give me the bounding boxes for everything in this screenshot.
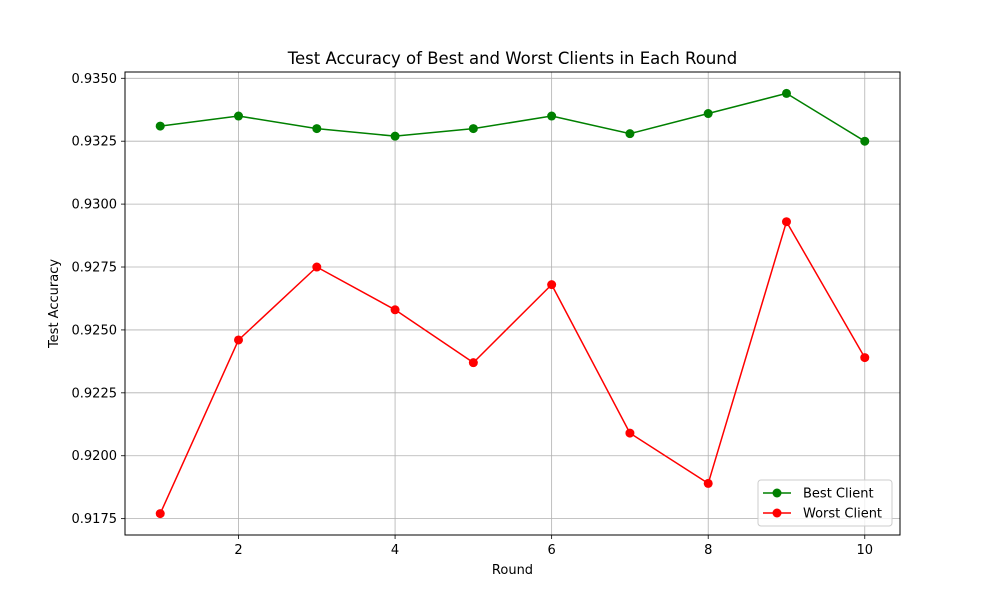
worst-client-point (703, 478, 713, 488)
best-client-point (781, 88, 791, 98)
worst-client-point (781, 217, 791, 227)
worst-client-line (159, 220, 866, 514)
y-axis-title: Test Accuracy (47, 259, 62, 349)
grid-lines (125, 72, 900, 535)
worst-client-point (155, 509, 165, 519)
y-tick-label: 0.9225 (72, 386, 118, 401)
x-axis-title: Round (492, 563, 533, 578)
worst-client-point (547, 280, 557, 290)
best-client-point (234, 111, 244, 121)
worst-client-point (234, 335, 244, 345)
best-client-point (312, 124, 322, 134)
y-tick-label: 0.9350 (72, 72, 118, 87)
y-tick-label: 0.9200 (72, 449, 118, 464)
legend-best-marker (772, 488, 782, 498)
chart-title: Test Accuracy of Best and Worst Clients … (287, 49, 737, 68)
best-client-point (390, 131, 400, 141)
y-tick-label: 0.9325 (72, 135, 118, 150)
x-tick-label: 6 (548, 543, 556, 558)
x-tick-label: 10 (856, 543, 873, 558)
worst-client-point (860, 353, 870, 363)
y-tick-label: 0.9250 (72, 323, 118, 338)
best-client-point (155, 121, 165, 131)
legend-best-label: Best Client (803, 487, 874, 502)
best-client-point (468, 124, 478, 134)
y-tick-label: 0.9175 (72, 512, 118, 527)
best-client-point (547, 111, 557, 121)
x-axis-ticks: 2 4 6 8 10 (234, 535, 873, 558)
x-tick-label: 2 (234, 543, 242, 558)
legend-box (757, 479, 893, 527)
x-tick-label: 4 (391, 543, 399, 558)
worst-client-point (390, 305, 400, 315)
best-client-point (703, 109, 713, 119)
series-layer (155, 88, 870, 519)
legend-worst-label: Worst Client (803, 507, 882, 522)
legend: Best Client Worst Client (757, 479, 893, 527)
legend-worst-marker (772, 508, 782, 518)
y-tick-label: 0.9300 (72, 198, 118, 213)
best-client-line (160, 92, 866, 142)
x-tick-label: 8 (704, 543, 712, 558)
y-axis-ticks: 0.9175 0.9200 0.9225 0.9250 0.9275 0.9300 0.93… (72, 72, 125, 527)
y-tick-label: 0.9275 (72, 261, 118, 276)
worst-client-point (625, 428, 635, 438)
best-client-point (860, 136, 870, 146)
worst-client-point (312, 262, 322, 272)
plot-frame (124, 71, 901, 536)
best-client-point (625, 129, 635, 139)
worst-client-point (468, 358, 478, 368)
